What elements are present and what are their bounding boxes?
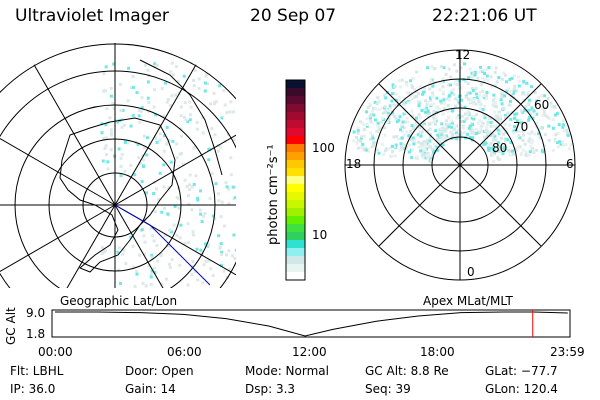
colorbar-swatch xyxy=(286,96,305,105)
colorbar-swatch xyxy=(286,80,305,89)
geographic-map xyxy=(0,43,236,288)
colorbar-swatch xyxy=(286,264,305,273)
colorbar-swatch xyxy=(286,224,305,233)
mlt-label-12: 12 xyxy=(455,48,471,62)
colorbar-swatch xyxy=(286,200,305,209)
y-tick-1.8: 1.8 xyxy=(26,327,46,341)
colorbar-label: photon cm⁻²s⁻¹ xyxy=(266,144,281,245)
gc-alt-plot xyxy=(51,309,571,338)
colorbar-swatch xyxy=(286,192,305,201)
mlt-label-0: 0 xyxy=(467,265,475,279)
colorbar-swatch xyxy=(286,88,305,97)
colorbar-swatch xyxy=(286,272,305,281)
colorbar-swatch xyxy=(286,136,305,145)
colorbar-swatch xyxy=(286,120,305,129)
x-tick: 18:00 xyxy=(420,345,455,359)
y-axis-label: GC Alt xyxy=(4,307,18,345)
colorbar-swatch xyxy=(286,184,305,193)
x-tick: 00:00 xyxy=(38,345,73,359)
apex-map xyxy=(344,49,576,281)
status-field: Gain: 14 xyxy=(125,382,176,396)
colorbar-swatch xyxy=(286,240,305,249)
lat-label-80: 80 xyxy=(492,141,508,155)
colorbar-swatch xyxy=(286,248,305,257)
colorbar-swatch xyxy=(286,160,305,169)
status-field: GC Alt: 8.8 Re xyxy=(365,364,449,378)
status-field: Seq: 39 xyxy=(365,382,411,396)
status-field: GLat: −77.7 xyxy=(485,364,558,378)
time-label: 22:21:06 UT xyxy=(432,6,537,26)
status-field: Flt: LBHL xyxy=(10,364,64,378)
status-field: GLon: 120.4 xyxy=(485,382,558,396)
colorbar-swatch xyxy=(286,208,305,217)
colorbar-swatch xyxy=(286,216,305,225)
x-tick: 23:59 xyxy=(550,345,585,359)
status-field: Mode: Normal xyxy=(245,364,329,378)
status-field: IP: 36.0 xyxy=(10,382,56,396)
colorbar-swatch xyxy=(286,128,305,137)
colorbar-swatch xyxy=(286,112,305,121)
colorbar-swatch xyxy=(286,152,305,161)
colorbar-tick-10: 10 xyxy=(312,228,328,242)
colorbar-swatch xyxy=(286,104,305,113)
colorbar-swatch xyxy=(286,232,305,241)
x-tick: 12:00 xyxy=(292,345,327,359)
instrument-title: Ultraviolet Imager xyxy=(15,6,169,26)
colorbar xyxy=(286,80,305,281)
geographic-label: Geographic Lat/Lon xyxy=(60,294,178,308)
lat-label-60: 60 xyxy=(534,98,550,112)
mlt-label-6: 6 xyxy=(566,157,574,171)
date-label: 20 Sep 07 xyxy=(250,6,337,26)
mlt-label-18: 18 xyxy=(346,157,362,171)
status-field: Dsp: 3.3 xyxy=(245,382,296,396)
colorbar-swatch xyxy=(286,256,305,265)
x-tick: 06:00 xyxy=(167,345,202,359)
colorbar-swatch xyxy=(286,144,305,153)
colorbar-swatch xyxy=(286,168,305,177)
antarctica-coastline xyxy=(59,117,176,273)
colorbar-swatch xyxy=(286,176,305,185)
y-tick-9: 9.0 xyxy=(26,306,46,320)
lat-label-70: 70 xyxy=(513,120,529,134)
colorbar-tick-100: 100 xyxy=(312,141,335,155)
apex-label: Apex MLat/MLT xyxy=(423,294,513,308)
status-field: Door: Open xyxy=(125,364,194,378)
